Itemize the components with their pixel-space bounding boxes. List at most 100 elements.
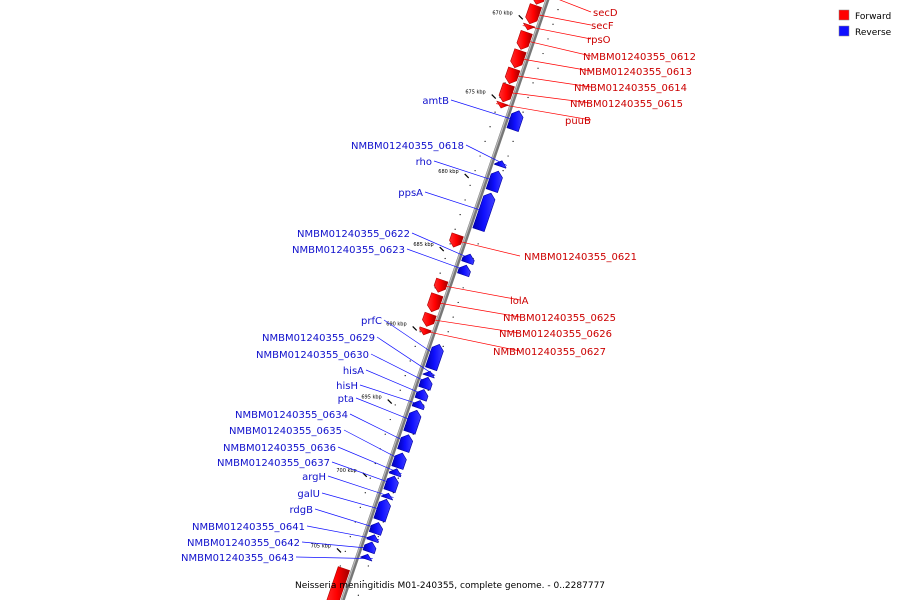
kbp-tick-label: 680 kbp <box>438 169 458 175</box>
reverse-gene-arrow[interactable] <box>485 170 503 193</box>
forward-gene-arrow[interactable] <box>324 566 350 600</box>
reverse-gene-arrow[interactable] <box>391 452 407 470</box>
scale-dot <box>527 96 529 99</box>
scale-dot <box>439 272 441 274</box>
scale-dot <box>414 345 416 347</box>
scale-dot <box>359 506 361 508</box>
scale-dot <box>344 550 346 552</box>
forward-leader-line <box>422 317 521 334</box>
forward-gene-arrow[interactable] <box>516 30 533 50</box>
forward-gene-arrow[interactable] <box>449 232 464 248</box>
legend-forward-label: Forward <box>855 12 891 22</box>
scale-dot <box>404 375 406 377</box>
scale-dot <box>369 477 371 479</box>
scale-dot <box>409 360 411 362</box>
reverse-gene-label: galU <box>297 489 320 500</box>
kbp-tick: 670 kbp <box>492 10 524 20</box>
reverse-gene-label: NMBM01240355_0618 <box>351 141 464 152</box>
reverse-gene-arrow[interactable] <box>472 192 496 232</box>
forward-gene-arrow[interactable] <box>433 277 449 293</box>
reverse-gene-label: NMBM01240355_0630 <box>256 350 369 361</box>
reverse-gene-arrow[interactable] <box>493 160 507 169</box>
gene-arrows[interactable] <box>324 0 550 600</box>
scale-dot <box>494 111 496 113</box>
legend-reverse-label: Reverse <box>855 28 892 38</box>
reverse-gene-arrow[interactable] <box>368 522 384 536</box>
reverse-gene-arrow[interactable] <box>366 534 379 544</box>
forward-gene-arrow[interactable] <box>422 311 437 327</box>
kbp-tick-label: 690 kbp <box>386 321 406 327</box>
forward-gene-label: NMBM01240355_0621 <box>524 252 637 263</box>
scale-dot <box>444 257 446 260</box>
forward-gene-arrow[interactable] <box>532 0 550 5</box>
forward-leader-line <box>522 25 592 40</box>
label-leader-lines <box>295 0 592 559</box>
reverse-gene-arrow[interactable] <box>425 344 444 372</box>
reverse-gene-arrow[interactable] <box>461 253 475 265</box>
reverse-gene-label: NMBM01240355_0643 <box>181 553 294 564</box>
reverse-gene-arrow[interactable] <box>403 409 422 435</box>
reverse-gene-label: hisA <box>343 366 364 377</box>
gene-labels: secD secF rpsO NMBM01240355_0612 NMBM0124035… <box>181 8 696 564</box>
forward-gene-label: NMBM01240355_0625 <box>503 313 616 324</box>
reverse-gene-arrow[interactable] <box>380 492 394 501</box>
forward-gene-arrow[interactable] <box>496 100 509 109</box>
scale-dot <box>397 477 399 479</box>
forward-gene-arrow[interactable] <box>498 82 515 103</box>
reverse-gene-arrow[interactable] <box>506 110 524 132</box>
legend-reverse-swatch <box>838 25 850 37</box>
forward-gene-label: secD <box>593 8 618 19</box>
forward-gene-arrow[interactable] <box>510 48 527 69</box>
reverse-gene-label: prfC <box>361 316 382 327</box>
forward-gene-label: NMBM01240355_0626 <box>499 329 612 340</box>
forward-leader-line <box>511 56 592 72</box>
reverse-gene-label: NMBM01240355_0634 <box>235 410 348 421</box>
forward-gene-label: puuB <box>565 116 591 127</box>
reverse-gene-arrow[interactable] <box>383 475 399 494</box>
reverse-gene-label: NMBM01240355_0623 <box>292 245 405 256</box>
forward-gene-arrow[interactable] <box>419 326 432 336</box>
reverse-gene-arrow[interactable] <box>422 370 435 379</box>
scale-dot <box>457 301 459 304</box>
scale-dot <box>357 594 359 596</box>
scale-dot <box>522 111 524 113</box>
scale-dot <box>449 243 451 245</box>
kbp-tick: 695 kbp <box>361 395 393 405</box>
scale-dot <box>389 418 391 421</box>
scale-dot <box>547 38 549 40</box>
reverse-gene-arrow[interactable] <box>397 434 414 453</box>
reverse-gene-arrow[interactable] <box>411 400 425 411</box>
reverse-gene-label: NMBM01240355_0636 <box>223 443 336 454</box>
genome-backbone <box>340 0 550 600</box>
forward-gene-arrow[interactable] <box>525 3 542 25</box>
forward-leader-line <box>518 38 592 57</box>
reverse-gene-arrow[interactable] <box>457 264 471 278</box>
reverse-gene-arrow[interactable] <box>414 389 429 402</box>
forward-gene-arrow[interactable] <box>427 292 444 313</box>
scale-dot <box>464 199 466 201</box>
scale-dot <box>507 155 509 157</box>
forward-gene-arrow[interactable] <box>523 22 536 31</box>
reverse-gene-arrow[interactable] <box>418 376 433 391</box>
reverse-gene-arrow[interactable] <box>362 541 377 555</box>
scale-dot <box>502 170 504 172</box>
reverse-gene-label: NMBM01240355_0622 <box>297 229 410 240</box>
reverse-gene-arrow[interactable] <box>360 553 373 562</box>
forward-gene-label: NMBM01240355_0627 <box>493 347 606 358</box>
forward-leader-line <box>434 283 521 301</box>
reverse-gene-arrow[interactable] <box>373 498 391 523</box>
scale-dot <box>394 404 396 406</box>
scale-dot <box>469 184 471 186</box>
reverse-leader-line <box>295 556 373 559</box>
forward-gene-label: NMBM01240355_0612 <box>583 52 696 63</box>
reverse-gene-label: pta <box>338 394 354 405</box>
reverse-leader-line <box>359 384 425 407</box>
scale-dot <box>532 82 534 84</box>
kbp-tick-label: 675 kbp <box>465 90 485 96</box>
scale-dot <box>557 9 559 11</box>
legend: Forward Reverse <box>838 9 892 38</box>
reverse-gene-arrow[interactable] <box>388 468 402 478</box>
reverse-leader-line <box>337 446 402 475</box>
forward-gene-arrow[interactable] <box>504 66 521 84</box>
kbp-tick: 675 kbp <box>465 90 497 100</box>
